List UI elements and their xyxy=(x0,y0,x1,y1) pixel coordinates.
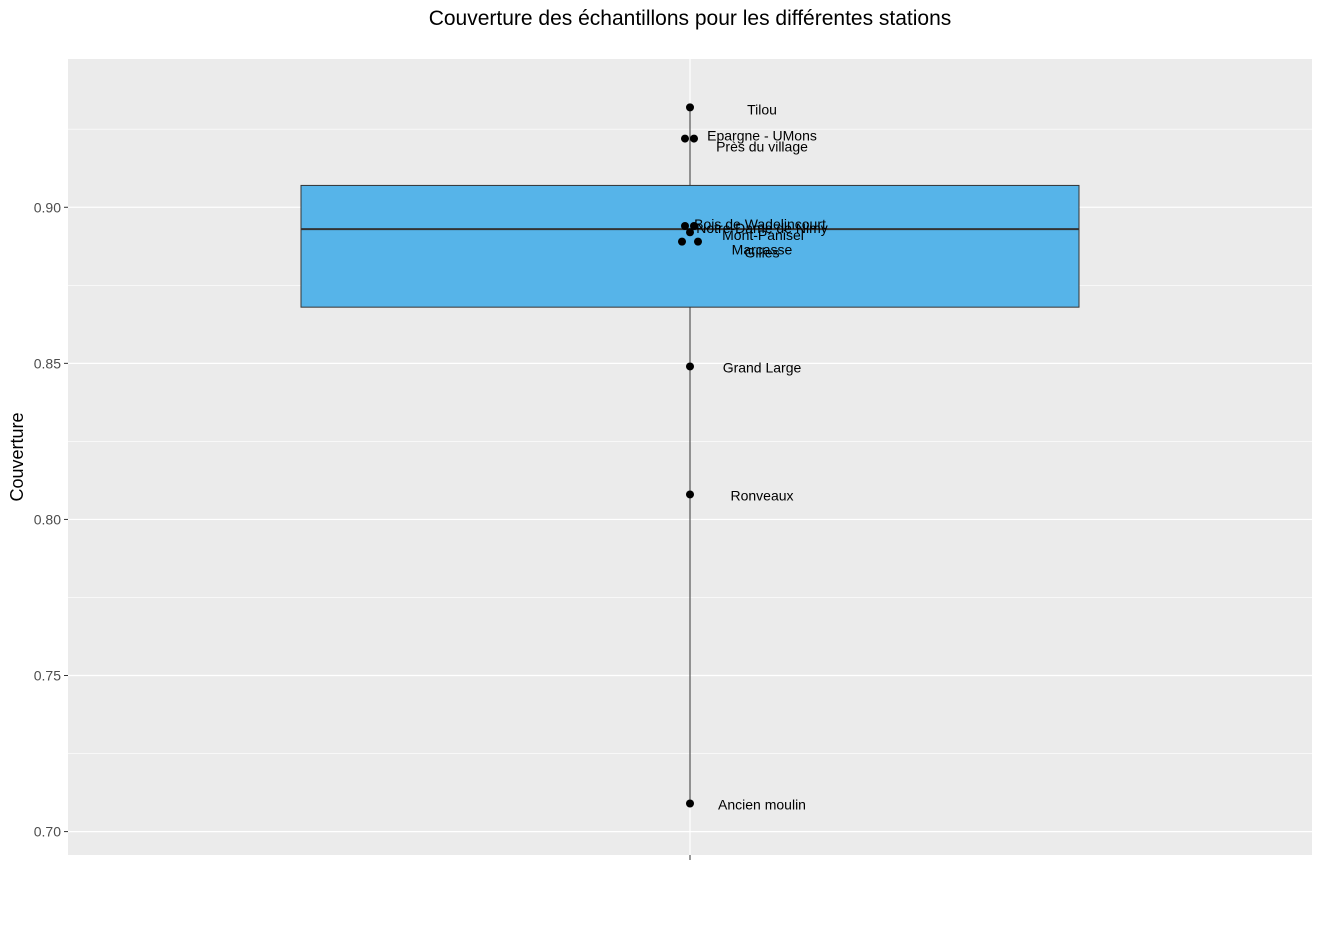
point-label: Gilles xyxy=(744,245,779,261)
point-label: Marcasse xyxy=(732,242,793,258)
point-label: Ancien moulin xyxy=(718,796,806,812)
data-point xyxy=(694,237,702,246)
data-point xyxy=(678,237,686,246)
data-point xyxy=(681,222,689,231)
y-axis-label: Couverture xyxy=(7,412,27,501)
y-axis: 0.70 0.75 0.80 0.85 0.90 xyxy=(34,199,691,860)
point-label: Notre-Dame de Nimy xyxy=(696,220,827,236)
data-point xyxy=(686,490,694,499)
y-tick-label: 0.70 xyxy=(34,824,61,840)
point-label: Près du village xyxy=(716,139,808,155)
point-label: Mont-Panisel xyxy=(722,227,804,243)
data-point xyxy=(690,222,698,231)
box-layer xyxy=(300,107,1080,804)
data-point xyxy=(686,799,694,808)
y-tick-label: 0.85 xyxy=(34,355,61,371)
y-tick-label: 0.80 xyxy=(34,511,61,527)
y-tick-label: 0.75 xyxy=(34,668,61,684)
point-label: Epargne - UMons xyxy=(707,128,817,144)
box-iqr xyxy=(300,184,1080,308)
data-point xyxy=(686,228,694,237)
chart-title: Couverture des échantillons pour les dif… xyxy=(429,7,952,30)
point-label: Tilou xyxy=(747,101,777,117)
y-tick-label: 0.90 xyxy=(34,199,61,215)
data-point xyxy=(681,134,689,143)
point-label: Ronveaux xyxy=(730,487,793,503)
data-point xyxy=(686,362,694,371)
points-layer xyxy=(678,103,702,808)
point-label: Grand Large xyxy=(723,359,802,375)
point-label: Bois de Wadelincourt xyxy=(694,216,826,232)
data-point xyxy=(686,103,694,112)
data-point xyxy=(690,134,698,143)
